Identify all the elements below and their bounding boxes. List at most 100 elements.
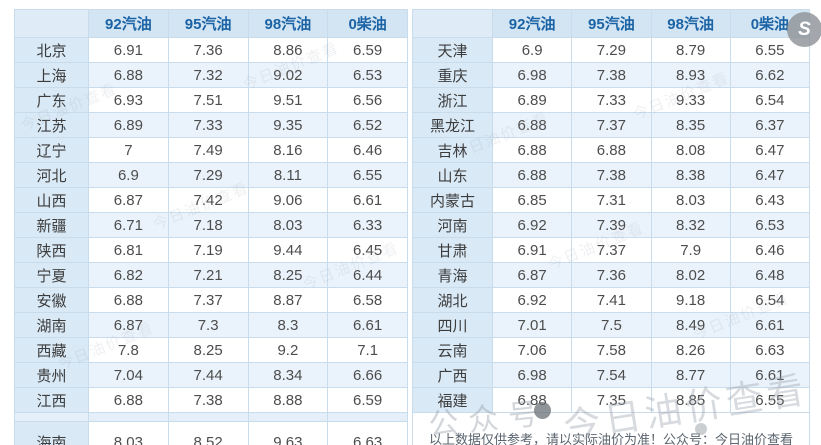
price-cell: 7.39 bbox=[571, 212, 652, 238]
table-row: 江西 6.88 7.38 8.88 6.59 bbox=[14, 387, 408, 413]
price-cell: 8.85 bbox=[650, 387, 731, 413]
province-cell: 陕西 bbox=[14, 237, 89, 263]
price-cell: 8.03 bbox=[247, 212, 329, 238]
province-cell: 广西 bbox=[412, 362, 493, 388]
price-cell: 7.29 bbox=[571, 37, 652, 63]
price-cell: 9.51 bbox=[247, 87, 329, 113]
province-cell: 云南 bbox=[412, 337, 493, 363]
price-cell: 6.46 bbox=[327, 137, 408, 163]
price-cell: 7.19 bbox=[167, 237, 249, 263]
province-cell: 山东 bbox=[412, 162, 493, 188]
floating-share-link-button[interactable]: S bbox=[787, 12, 821, 47]
price-cell: 6.87 bbox=[491, 262, 573, 288]
table-row: 西藏 7.8 8.25 9.2 7.1 bbox=[14, 337, 408, 363]
price-cell: 6.63 bbox=[327, 421, 408, 445]
price-cell: 8.32 bbox=[650, 212, 731, 238]
price-cell: 6.88 bbox=[571, 137, 652, 163]
province-cell: 青海 bbox=[412, 262, 493, 288]
table-row: 江苏 6.89 7.33 9.35 6.52 bbox=[14, 112, 408, 138]
table-row: 安徽 6.88 7.37 8.87 6.58 bbox=[14, 287, 408, 313]
table-row: 山西 6.87 7.42 9.06 6.61 bbox=[14, 187, 408, 213]
price-cell: 8.93 bbox=[650, 62, 731, 88]
table-row: 上海 6.88 7.32 9.02 6.53 bbox=[14, 62, 408, 88]
price-cell: 6.89 bbox=[491, 87, 573, 113]
price-cell: 6.54 bbox=[729, 87, 811, 113]
price-cell: 8.77 bbox=[650, 362, 731, 388]
header-row: 92汽油 95汽油 98汽油 0柴油 bbox=[412, 9, 811, 38]
table-row: 宁夏 6.82 7.21 8.25 6.44 bbox=[14, 262, 408, 288]
price-cell: 6.89 bbox=[88, 112, 169, 138]
price-cell: 6.98 bbox=[491, 62, 573, 88]
province-cell: 江苏 bbox=[14, 112, 89, 138]
price-cell: 8.26 bbox=[650, 337, 731, 363]
province-cell: 内蒙古 bbox=[412, 187, 493, 213]
price-cell: 7.42 bbox=[167, 187, 249, 213]
price-cell: 8.11 bbox=[247, 162, 329, 188]
province-cell: 上海 bbox=[14, 62, 89, 88]
price-cell: 6.88 bbox=[491, 387, 573, 413]
province-cell: 广东 bbox=[14, 87, 89, 113]
price-cell: 7.9 bbox=[650, 237, 731, 263]
price-cell: 6.59 bbox=[327, 37, 408, 63]
province-cell: 海南 bbox=[14, 421, 89, 445]
price-cell: 7.49 bbox=[167, 137, 249, 163]
price-cell: 8.03 bbox=[88, 421, 169, 445]
table-row: 浙江 6.89 7.33 9.33 6.54 bbox=[412, 87, 811, 113]
price-cell: 7.01 bbox=[491, 312, 573, 338]
price-cell: 7.37 bbox=[167, 287, 249, 313]
province-cell: 天津 bbox=[412, 37, 493, 63]
corner-cell bbox=[14, 9, 89, 38]
province-cell: 福建 bbox=[412, 387, 493, 413]
price-cell: 7.38 bbox=[571, 162, 652, 188]
table-row: 湖北 6.92 7.41 9.18 6.54 bbox=[412, 287, 811, 313]
price-cell: 7.36 bbox=[167, 37, 249, 63]
price-cell: 6.45 bbox=[327, 237, 408, 263]
price-cell: 8.86 bbox=[247, 37, 329, 63]
price-cell: 6.9 bbox=[491, 37, 573, 63]
price-cell: 6.61 bbox=[327, 187, 408, 213]
price-cell: 8.38 bbox=[650, 162, 731, 188]
province-cell: 浙江 bbox=[412, 87, 493, 113]
spacer-cell bbox=[88, 412, 169, 422]
price-cell: 6.46 bbox=[729, 237, 811, 263]
province-cell: 山西 bbox=[14, 187, 89, 213]
table-row: 湖南 6.87 7.3 8.3 6.61 bbox=[14, 312, 408, 338]
table-row: 重庆 6.98 7.38 8.93 6.62 bbox=[412, 62, 811, 88]
corner-cell bbox=[412, 9, 493, 38]
table-row: 广西 6.98 7.54 8.77 6.61 bbox=[412, 362, 811, 388]
province-cell: 重庆 bbox=[412, 62, 493, 88]
table-row: 四川 7.01 7.5 8.49 6.61 bbox=[412, 312, 811, 338]
price-cell: 8.03 bbox=[650, 187, 731, 213]
province-cell: 湖北 bbox=[412, 287, 493, 313]
price-cell: 8.16 bbox=[247, 137, 329, 163]
price-cell: 6.59 bbox=[327, 387, 408, 413]
price-cell: 6.37 bbox=[729, 112, 811, 138]
table-row: 贵州 7.04 7.44 8.34 6.66 bbox=[14, 362, 408, 388]
province-cell: 四川 bbox=[412, 312, 493, 338]
spacer-row bbox=[14, 412, 408, 422]
table-row: 黑龙江 6.88 7.37 8.35 6.37 bbox=[412, 112, 811, 138]
price-cell: 9.06 bbox=[247, 187, 329, 213]
price-cell: 6.54 bbox=[729, 287, 811, 313]
price-cell: 6.71 bbox=[88, 212, 169, 238]
price-cell: 6.58 bbox=[327, 287, 408, 313]
table-row: 内蒙古 6.85 7.31 8.03 6.43 bbox=[412, 187, 811, 213]
price-cell: 7.29 bbox=[167, 162, 249, 188]
price-cell: 8.08 bbox=[650, 137, 731, 163]
price-cell: 6.47 bbox=[729, 162, 811, 188]
price-cell: 9.2 bbox=[247, 337, 329, 363]
disclaimer-note: 以上数据仅供参考，请以实际油价为准！公众号：今日油价查看 bbox=[412, 412, 810, 445]
table-row: 陕西 6.81 7.19 9.44 6.45 bbox=[14, 237, 408, 263]
province-cell: 甘肃 bbox=[412, 237, 493, 263]
price-cell: 7.35 bbox=[571, 387, 652, 413]
price-cell: 6.88 bbox=[491, 162, 573, 188]
province-cell: 宁夏 bbox=[14, 262, 89, 288]
column-header: 98汽油 bbox=[247, 9, 329, 38]
price-cell: 8.49 bbox=[650, 312, 731, 338]
province-cell: 河南 bbox=[412, 212, 493, 238]
province-cell: 北京 bbox=[14, 37, 89, 63]
price-cell: 6.91 bbox=[88, 37, 169, 63]
price-cell: 6.92 bbox=[491, 212, 573, 238]
spacer-cell bbox=[167, 412, 249, 422]
